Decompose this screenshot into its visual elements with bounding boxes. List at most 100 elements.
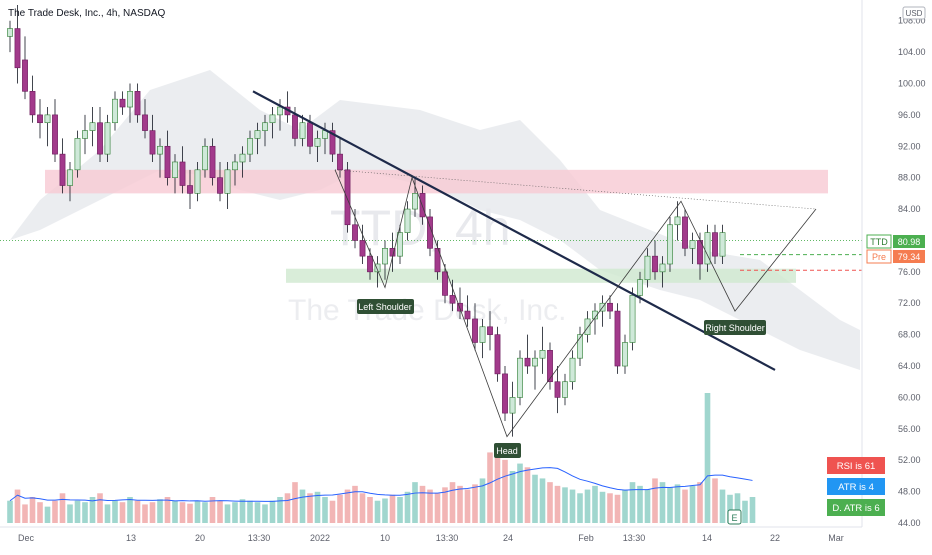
price-tick-label: 56.00 [898, 424, 921, 434]
candle-body [689, 240, 696, 249]
candle-body [254, 130, 261, 139]
candle-body [179, 161, 186, 186]
candle-body [554, 381, 561, 398]
candle-body [37, 114, 43, 124]
time-tick-label: 20 [195, 533, 205, 543]
volume-bar [277, 497, 283, 523]
volume-bar [254, 502, 261, 523]
head-annotation: Head [494, 443, 521, 458]
candle-body [157, 145, 163, 155]
atr-badge: ATR is 4 [827, 478, 885, 495]
volume-bar [269, 500, 276, 523]
candle-body [569, 357, 576, 383]
time-tick-label: Mar [828, 533, 844, 543]
descending-trendline [252, 90, 776, 371]
volume-bar [14, 489, 21, 523]
volume-bar [667, 487, 673, 523]
volume-bar [464, 489, 471, 523]
candle-body [352, 224, 358, 241]
volume-bar [652, 478, 658, 523]
last-price-label: TTD 80.98 [866, 234, 925, 249]
price-tick-label: 84.00 [898, 204, 921, 214]
volume-bar [209, 497, 216, 523]
left-shoulder-annotation: Left Shoulder [357, 299, 414, 314]
candle-body [82, 130, 88, 139]
volume-bar [509, 471, 516, 523]
atr-badge-text: ATR is 4 [838, 482, 874, 493]
candle-body [457, 302, 463, 312]
volume-bar [577, 493, 583, 523]
volume-bar [367, 497, 373, 523]
time-tick-label: 13:30 [248, 533, 271, 543]
candle-body [14, 28, 21, 69]
price-tick-label: 48.00 [898, 487, 921, 497]
volume-bar [187, 503, 193, 523]
candle-body [299, 122, 306, 139]
volume-bar [374, 500, 381, 523]
volume-bar [599, 491, 606, 523]
candle-body [329, 130, 336, 155]
volume-bar [479, 478, 486, 523]
candle-body [449, 295, 456, 304]
candle-body [314, 138, 321, 147]
candle-body [509, 397, 516, 414]
daily-atr-badge-text: D. ATR is 6 [832, 503, 879, 514]
head-label: Head [496, 446, 518, 456]
rsi-badge: RSI is 61 [827, 457, 885, 474]
candle-body [502, 373, 508, 414]
volume-bar [97, 493, 103, 523]
volume-bar [329, 500, 336, 523]
candle-body [277, 106, 283, 116]
price-tick-label: 96.00 [898, 110, 921, 120]
volume-bar [262, 504, 268, 523]
candle-body [269, 114, 276, 124]
volume-bar [434, 493, 441, 523]
candle-body [704, 232, 711, 265]
volume-bar [359, 493, 366, 523]
price-tick-label: 108.00 [898, 16, 926, 26]
volume-bar [142, 504, 148, 523]
volume-bar [674, 484, 681, 523]
candle-body [7, 28, 13, 37]
volume-bar [719, 489, 726, 523]
volume-bar [592, 485, 598, 523]
earnings-event-marker[interactable]: E [727, 509, 742, 525]
volume-bar [239, 499, 246, 523]
currency-button[interactable]: USD [902, 6, 926, 20]
volume-bar [307, 493, 313, 523]
last-price-value: 80.98 [898, 237, 921, 247]
candle-body [217, 177, 223, 194]
pre-tag: Pre [872, 252, 886, 262]
price-tick-label: 92.00 [898, 141, 921, 151]
head-and-shoulders-pattern [334, 169, 817, 438]
volume-bar [697, 482, 703, 523]
volume-bar [37, 502, 43, 523]
time-tick-label: Dec [18, 533, 35, 543]
candle-body [404, 208, 411, 233]
volume-bar [322, 497, 328, 523]
candle-body [164, 145, 171, 178]
candle-body [367, 255, 373, 273]
volume-bar [29, 497, 36, 523]
candle-body [644, 255, 651, 280]
volume-bar [449, 482, 456, 523]
volume-bar [404, 491, 411, 523]
volume-bar [179, 502, 186, 523]
time-tick-label: 2022 [310, 533, 330, 543]
volume-bar [644, 489, 651, 523]
volume-bar [74, 500, 81, 523]
volume-bar [157, 499, 163, 523]
volume-bar [532, 474, 538, 523]
candle-body [187, 185, 193, 194]
candle-body [104, 122, 111, 155]
currency-label: USD [906, 9, 923, 18]
candle-body [674, 216, 681, 226]
volume-bar [659, 482, 666, 523]
volume-bar [119, 502, 126, 523]
volume-bar [749, 497, 756, 523]
candle-body [397, 232, 403, 257]
volume-bar [712, 478, 718, 523]
candle-body [292, 114, 298, 139]
